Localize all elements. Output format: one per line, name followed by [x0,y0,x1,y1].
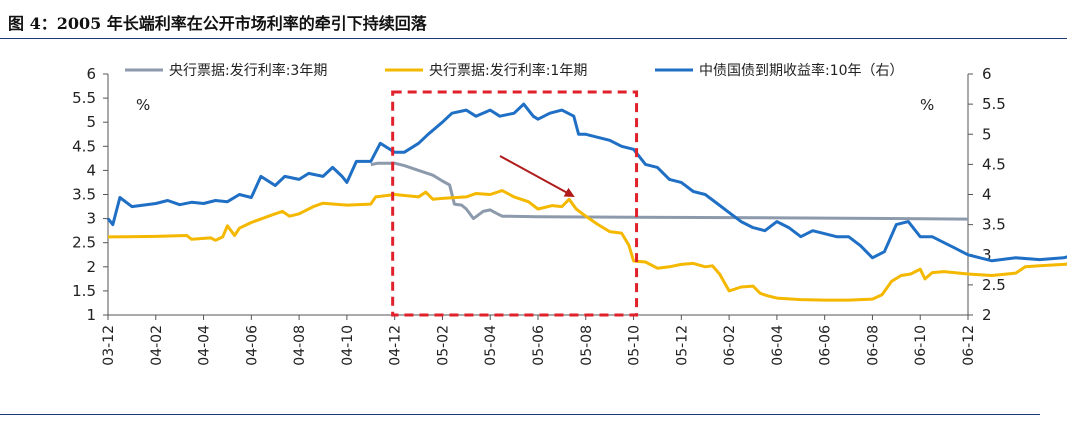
x-tick-label: 04-02 [149,325,165,366]
x-tick-label: 04-08 [292,325,308,366]
left-unit-label: % [136,96,150,114]
x-tick-label: 04-04 [197,325,213,366]
right-tick-label: 3 [982,246,992,264]
right-tick-label: 4.5 [982,155,1006,173]
right-tick-label: 6 [982,65,992,83]
annotation-layer [391,90,639,317]
x-tick-label: 06-10 [913,325,929,366]
legend-label-0: 央行票据:发行利率:3年期 [169,62,327,79]
series-layer [106,102,1067,302]
left-axis: 1 1.5 2 2.5 3 3.5 4 4.5 5 5.5 6 [72,65,109,324]
x-tick-label: 05-02 [435,325,451,366]
x-tick-label: 06-06 [818,325,834,366]
figure-title: 图 4：2005 年长端利率在公开市场利率的牵引下持续回落 [8,14,427,33]
x-tick-label: 06-12 [961,325,977,366]
series-line-1 [107,189,1067,302]
x-tick-label: 06-08 [865,325,881,366]
x-tick-label: 05-06 [531,325,547,366]
right-tick-label: 4 [982,186,992,204]
x-tick-label: 03-12 [101,325,117,366]
left-tick-label: 5 [86,113,96,131]
left-tick-label: 2.5 [72,234,96,252]
legend: 央行票据:发行利率:3年期 央行票据:发行利率:1年期 中债国债到期收益率:10年（… [125,62,904,79]
x-tick-label: 06-02 [722,325,738,366]
left-tick-label: 3 [86,210,96,228]
trend-arrow [499,155,575,197]
x-axis: 03-12 04-02 04-04 04-06 04-08 04-10 04-12 05-02… [101,314,977,366]
legend-label-2: 中债国债到期收益率:10年（右） [699,62,904,79]
left-tick-label: 1 [86,306,96,324]
left-tick-label: 4 [86,161,96,179]
right-tick-label: 3.5 [982,216,1006,234]
highlight-box [391,90,639,317]
left-tick-label: 3.5 [72,186,96,204]
top-rule [0,38,1067,39]
legend-label-1: 央行票据:发行利率:1年期 [429,62,587,79]
x-tick-label: 06-04 [770,325,786,366]
left-tick-label: 4.5 [72,137,96,155]
bottom-rule [0,414,1040,415]
right-tick-label: 5.5 [982,95,1006,113]
right-tick-label: 2 [982,306,992,324]
left-tick-label: 1.5 [72,282,96,300]
right-unit-label: % [920,96,934,114]
series-line-0 [370,161,969,221]
right-tick-label: 5 [982,125,992,143]
series-line-2 [106,102,1067,263]
x-tick-label: 05-08 [579,325,595,366]
x-tick-label: 04-06 [244,325,260,366]
right-axis: 2 2.5 3 3.5 4 4.5 5 5.5 6 [967,65,1006,324]
x-tick-label: 05-04 [483,325,499,366]
x-tick-label: 05-10 [627,325,643,366]
right-tick-label: 2.5 [982,276,1006,294]
left-tick-label: 5.5 [72,89,96,107]
left-tick-label: 2 [86,258,96,276]
x-tick-label: 04-10 [340,325,356,366]
x-tick-label: 04-12 [388,325,404,366]
x-tick-label: 05-12 [674,325,690,366]
left-tick-label: 6 [86,65,96,83]
